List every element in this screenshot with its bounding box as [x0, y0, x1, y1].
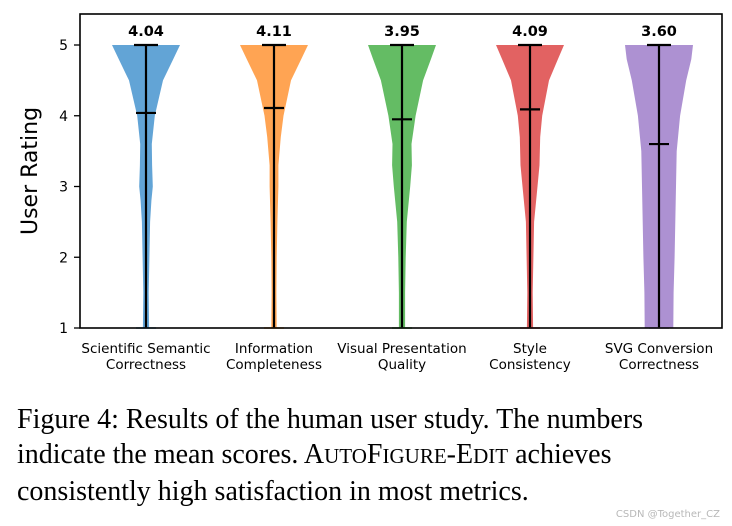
y-tick-label-2: 2	[59, 250, 68, 266]
mean-label-3: 3.95	[384, 24, 420, 40]
mean-label-5: 3.60	[641, 24, 677, 40]
category-label-5-line-2: Correctness	[619, 357, 699, 373]
y-tick-label-1: 1	[59, 321, 68, 337]
mean-label-2: 4.11	[256, 24, 292, 40]
mean-label-1: 4.04	[128, 24, 164, 40]
category-label-3-line-2: Quality	[378, 357, 426, 373]
caption-lead: Figure 4: Results of the human user stud…	[17, 404, 644, 470]
watermark: CSDN @Together_CZ	[615, 509, 720, 520]
mean-labels: 4.04 4.11 3.95 4.09 3.60	[128, 24, 677, 40]
mean-label-4: 4.09	[512, 24, 548, 40]
category-label-1-line-1: Scientific Semantic	[81, 341, 210, 357]
category-label-5-line-1: SVG Conversion	[605, 341, 713, 357]
whiskers-group	[134, 43, 671, 329]
category-label-2-line-1: Information	[235, 341, 313, 357]
category-label-1-line-2: Correctness	[106, 357, 186, 373]
plot-frame	[79, 13, 723, 329]
system-name: AUTOFIGURE-EDIT	[303, 439, 509, 470]
category-label-4-line-1: Style	[513, 341, 547, 357]
category-label-4-line-2: Consistency	[489, 357, 571, 373]
y-axis-label: User Rating	[18, 107, 43, 235]
x-axis: Scientific SemanticCorrectnessInformatio…	[81, 341, 713, 373]
y-tick-label-3: 3	[59, 180, 68, 196]
caption-tail: achieves consistently high satisfaction …	[17, 439, 612, 507]
y-tick-label-4: 4	[59, 109, 68, 125]
category-label-2-line-2: Completeness	[226, 357, 322, 373]
y-tick-label-5: 5	[59, 38, 68, 54]
y-axis: 1 2 3 4 5	[59, 38, 80, 337]
figure-caption: Figure 4: Results of the human user stud…	[17, 402, 722, 509]
category-label-3-line-1: Visual Presentation	[337, 341, 466, 357]
